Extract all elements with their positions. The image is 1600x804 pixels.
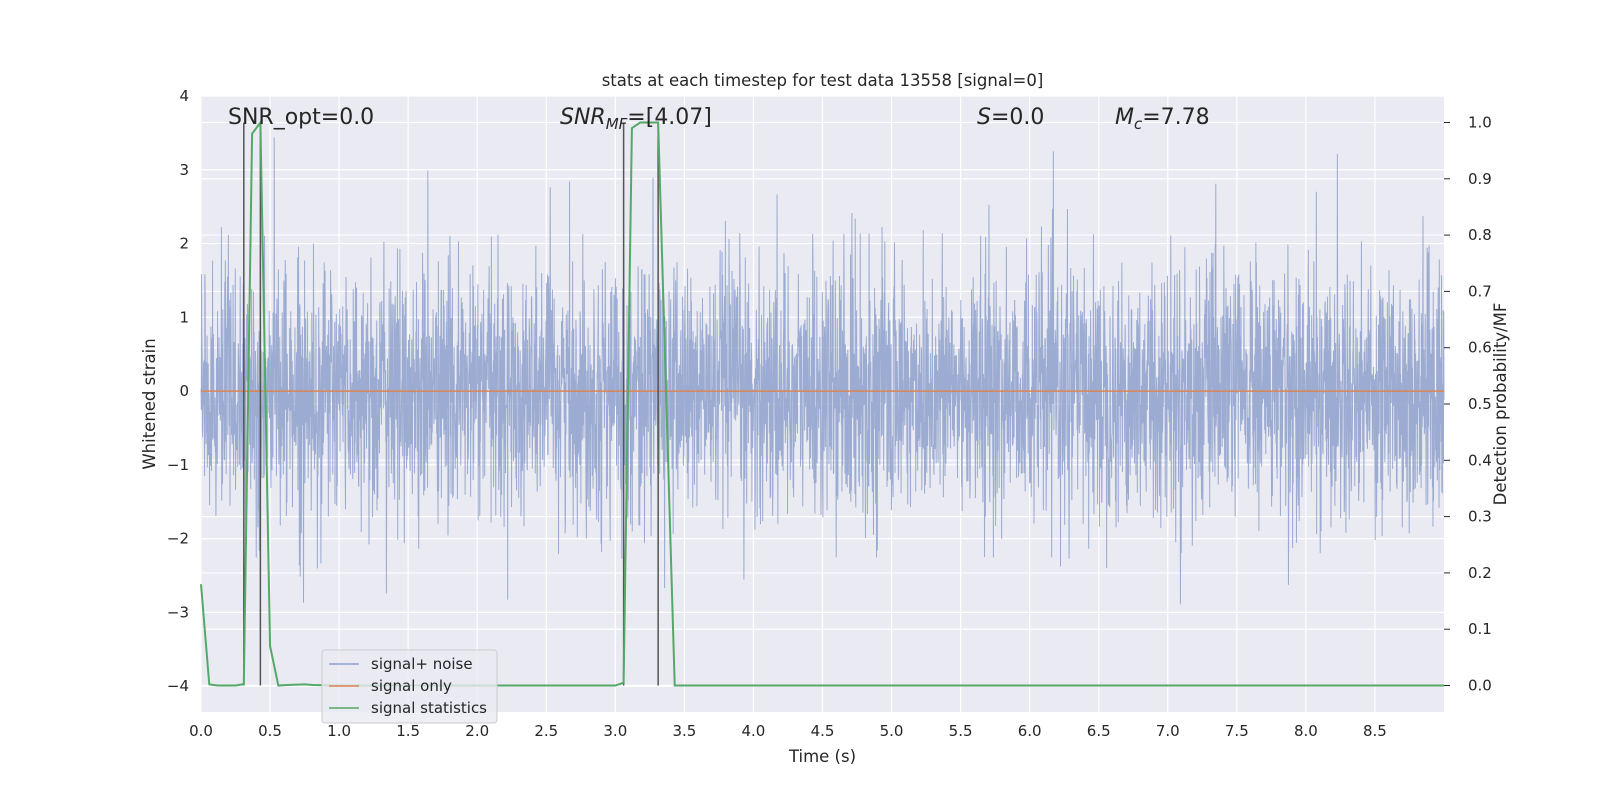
y-tick-label-1: 3: [179, 161, 189, 179]
y-tick-label-0: 4: [179, 87, 189, 105]
annotation-snr-mf: SNRMF=[4.07]: [560, 105, 712, 133]
s-value: =0.0: [991, 105, 1044, 130]
tick-labels: 0.0 0.5 1.0 1.5 2.0 2.5 3.0 3.5 4.0 4.5 5.0 5.5 6.0 6…: [167, 87, 1492, 740]
x-tick-label-3: 1.5: [396, 722, 420, 740]
x-tick-label-9: 4.5: [811, 722, 835, 740]
legend-label-signal-only: signal only: [371, 677, 452, 695]
y-tick-label-4: 0: [179, 382, 189, 400]
y-right-tick-label-4: 0.6: [1468, 339, 1492, 357]
y-tick-label-8: −4: [167, 677, 189, 695]
vertical-markers: [243, 122, 659, 686]
snr-mf-value: =[4.07]: [627, 105, 712, 130]
x-axis-label: Time (s): [788, 747, 856, 766]
x-tick-label-14: 7.0: [1156, 722, 1180, 740]
y-right-tick-label-3: 0.7: [1468, 282, 1492, 300]
mc-subscript: c: [1134, 115, 1143, 133]
x-tick-label-8: 4.0: [742, 722, 766, 740]
x-tick-label-4: 2.0: [465, 722, 489, 740]
x-tick-label-15: 7.5: [1225, 722, 1249, 740]
y-right-tick-label-9: 0.1: [1468, 620, 1492, 638]
x-tick-label-2: 1.0: [327, 722, 351, 740]
y-right-tick-label-6: 0.4: [1468, 451, 1492, 469]
y-tick-label-6: −2: [167, 530, 189, 548]
x-tick-label-5: 2.5: [534, 722, 558, 740]
x-tick-label-1: 0.5: [258, 722, 282, 740]
y-axis-right-label: Detection probability/MF: [1491, 303, 1510, 506]
annotation-snr-opt: SNR_opt=0.0: [228, 105, 374, 130]
snr-mf-base: SNR: [560, 105, 606, 130]
x-tick-label-11: 5.5: [949, 722, 973, 740]
snr-mf-subscript: MF: [606, 115, 628, 133]
legend-box: [321, 649, 498, 724]
mc-base: M: [1115, 105, 1134, 130]
x-tick-label-7: 3.5: [672, 722, 696, 740]
x-tick-label-12: 6.0: [1018, 722, 1042, 740]
y-right-tick-label-5: 0.5: [1468, 395, 1492, 413]
y-tick-label-2: 2: [179, 235, 189, 253]
y-right-tick-label-1: 0.9: [1468, 170, 1492, 188]
x-tick-label-10: 5.0: [880, 722, 904, 740]
y-right-tick-label-7: 0.3: [1468, 508, 1492, 526]
x-tick-label-6: 3.0: [603, 722, 627, 740]
y-tick-label-3: 1: [179, 308, 189, 326]
y-right-tick-label-10: 0.0: [1468, 677, 1492, 695]
legend-label-signal-noise: signal+ noise: [371, 655, 473, 673]
x-tick-label-17: 8.5: [1363, 722, 1387, 740]
s-symbol: S: [977, 105, 991, 130]
chart-title: stats at each timestep for test data 135…: [602, 71, 1044, 90]
y-right-tick-label-2: 0.8: [1468, 226, 1492, 244]
annotation-s: S=0.0: [977, 105, 1044, 130]
annotation-mc: Mc=7.78: [1115, 105, 1210, 133]
y-axis-label: Whitened strain: [140, 338, 159, 469]
x-tick-label-13: 6.5: [1087, 722, 1111, 740]
x-tick-label-0: 0.0: [189, 722, 213, 740]
x-tick-label-16: 8.0: [1294, 722, 1318, 740]
y-right-tick-label-8: 0.2: [1468, 564, 1492, 582]
legend-label-signal-statistics: signal statistics: [371, 699, 487, 717]
y-tick-label-7: −3: [167, 603, 189, 621]
legend: signal+ noise signal only signal statist…: [321, 649, 498, 724]
y-tick-label-5: −1: [167, 456, 189, 474]
mc-value: =7.78: [1142, 105, 1209, 130]
y-right-tick-label-0: 1.0: [1468, 113, 1492, 131]
